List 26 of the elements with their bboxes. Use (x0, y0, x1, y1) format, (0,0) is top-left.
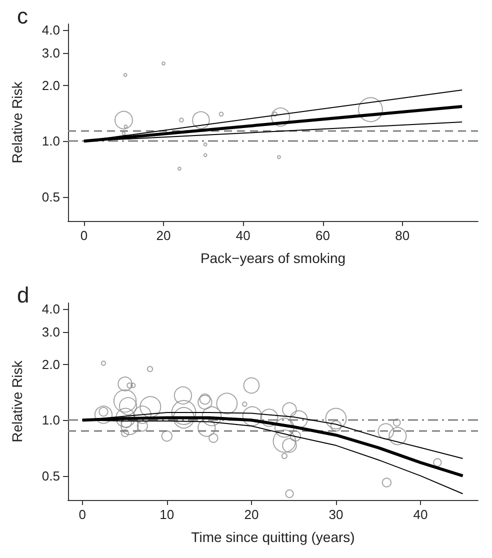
x-tick-label: 80 (395, 228, 410, 243)
x-tick-label: 20 (244, 507, 259, 522)
y-axis-title: Relative Risk (9, 80, 25, 164)
x-tick-label: 30 (328, 507, 344, 522)
y-tick-label: 3.0 (42, 45, 60, 60)
y-tick-label: 2.0 (42, 78, 60, 93)
y-tick-label: 4.0 (42, 301, 60, 316)
y-tick-label: 1.0 (42, 412, 60, 428)
x-tick-label: 40 (413, 507, 428, 522)
chart-title: c (17, 4, 28, 28)
chart-title: d (17, 282, 30, 308)
x-tick-label: 0 (78, 507, 86, 522)
y-tick-label: 0.5 (42, 189, 60, 204)
x-tick-label: 10 (160, 507, 174, 522)
x-axis-title: Time since quitting (years) (191, 529, 355, 545)
y-tick-label: 2.0 (42, 356, 60, 372)
x-tick-label: 0 (80, 228, 88, 243)
y-tick-label: 1.0 (42, 134, 60, 149)
x-tick-label: 60 (316, 228, 330, 243)
x-tick-label: 20 (156, 228, 171, 243)
y-tick-label: 0.5 (42, 468, 60, 484)
x-axis-title: Pack−years of smoking (200, 250, 346, 266)
y-tick-label: 4.0 (42, 22, 60, 38)
x-tick-label: 40 (236, 228, 250, 243)
y-tick-label: 3.0 (42, 324, 60, 340)
y-axis-title: Relative Risk (9, 360, 25, 442)
